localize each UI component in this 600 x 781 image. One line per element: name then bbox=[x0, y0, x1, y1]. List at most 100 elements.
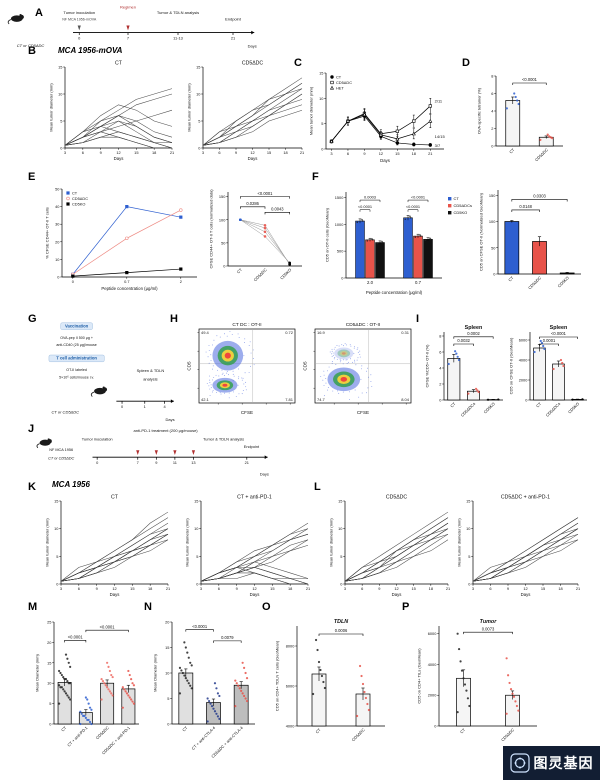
svg-text:10: 10 bbox=[54, 526, 59, 531]
svg-text:NF MCA 1956: NF MCA 1956 bbox=[49, 448, 73, 452]
panel-label-b: B bbox=[28, 45, 36, 57]
svg-text:CT: CT bbox=[459, 727, 467, 735]
svg-text:CD5ΔDC: CD5ΔDC bbox=[336, 80, 352, 85]
svg-text:CT + anti-PD-1: CT + anti-PD-1 bbox=[66, 725, 89, 748]
svg-text:15: 15 bbox=[412, 586, 416, 591]
svg-text:42.1: 42.1 bbox=[201, 397, 210, 402]
panel-label-a: A bbox=[35, 7, 43, 19]
svg-text:4: 4 bbox=[439, 366, 442, 371]
chart-k-ct-spider: 0 5 10 15 3 6 9 12 15 18 21 Days Mean tumor diameter… bbox=[44, 492, 172, 598]
svg-text:6000: 6000 bbox=[519, 338, 528, 343]
svg-text:<0.0001: <0.0001 bbox=[522, 77, 538, 82]
svg-text:CT: CT bbox=[314, 727, 322, 735]
svg-text:9: 9 bbox=[100, 150, 102, 155]
svg-text:4: 4 bbox=[164, 404, 167, 409]
svg-text:CD5ΔDC + anti-CTLA-4: CD5ΔDC + anti-CTLA-4 bbox=[210, 725, 244, 759]
svg-text:CFSE: CFSE bbox=[357, 410, 369, 415]
svg-text:CT: CT bbox=[507, 275, 515, 283]
svg-text:CT: CT bbox=[508, 147, 516, 155]
svg-text:21: 21 bbox=[576, 586, 580, 591]
svg-text:CD5 on OT-II cells (GeoMean): CD5 on OT-II cells (GeoMean) bbox=[325, 207, 330, 262]
svg-text:CD5ΔDCs: CD5ΔDCs bbox=[460, 401, 477, 418]
svg-text:Days: Days bbox=[521, 592, 531, 597]
N-svg: 0 5 10 15 20 Mean Diameter (mm) CT CT + anti-CT… bbox=[153, 620, 255, 759]
svg-text:100: 100 bbox=[489, 219, 496, 224]
svg-text:7.81: 7.81 bbox=[285, 397, 294, 402]
svg-text:8: 8 bbox=[491, 74, 493, 79]
svg-text:50: 50 bbox=[55, 187, 60, 192]
H2-svg: CD5ΔDC : OT-II CFSE CD5 16.9 0.31 74.7 8.04 bbox=[303, 322, 412, 415]
svg-text:15: 15 bbox=[319, 71, 323, 76]
svg-text:CT + anti-PD-1: CT + anti-PD-1 bbox=[237, 495, 272, 501]
svg-text:15: 15 bbox=[130, 586, 134, 591]
svg-text:2000: 2000 bbox=[519, 378, 528, 383]
panel-label-c: C bbox=[294, 57, 302, 69]
svg-text:0.7: 0.7 bbox=[124, 279, 129, 284]
chart-h-flow-ct: CT DC : OT-II CFSE CD5 49.4 0.72 42.1 7.81 bbox=[186, 320, 298, 416]
chart-k-ct-antipd1-spider: 0 5 10 15 3 6 9 12 15 18 21 Days Mean tumor diameter… bbox=[184, 492, 312, 598]
panel-j-schematic: 0 7 9 11 13 21 anti-PD-1 treatment (200 μg/mou… bbox=[36, 426, 270, 478]
L1-svg: 0 5 10 15 3 6 9 12 15 18 21 Days Mean tumor diameter… bbox=[329, 495, 451, 598]
svg-text:% CFSE CD44+ OT-II T cells: % CFSE CD44+ OT-II T cells bbox=[45, 207, 50, 259]
svg-text:0.72: 0.72 bbox=[285, 330, 294, 335]
panel-label-j: J bbox=[28, 423, 35, 435]
svg-text:2/11: 2/11 bbox=[435, 98, 443, 103]
svg-text:6: 6 bbox=[439, 350, 441, 355]
svg-text:21: 21 bbox=[245, 460, 249, 465]
svg-text:CD5KO: CD5KO bbox=[557, 275, 570, 288]
svg-text:3/7: 3/7 bbox=[435, 143, 441, 148]
svg-text:11: 11 bbox=[173, 460, 177, 465]
svg-text:7: 7 bbox=[137, 460, 139, 465]
svg-text:11-13: 11-13 bbox=[173, 36, 183, 41]
svg-text:Days: Days bbox=[392, 592, 402, 597]
svg-text:0: 0 bbox=[72, 279, 75, 284]
panel-label-e: E bbox=[28, 171, 36, 183]
svg-text:5: 5 bbox=[167, 696, 169, 701]
svg-text:2: 2 bbox=[491, 126, 493, 131]
svg-text:8000: 8000 bbox=[286, 644, 295, 649]
O-svg: 4000 6000 8000 CD5 on CD4+ TDLN T cells (Ge… bbox=[275, 619, 385, 742]
svg-text:25: 25 bbox=[47, 620, 51, 625]
svg-text:18: 18 bbox=[283, 150, 287, 155]
svg-text:0.0073: 0.0073 bbox=[482, 626, 495, 631]
svg-text:5: 5 bbox=[60, 119, 62, 124]
chart-o-tdln-bar: 4000 6000 8000 CD5 on CD4+ TDLN T cells (Ge… bbox=[274, 612, 388, 746]
svg-text:CD5KO: CD5KO bbox=[72, 201, 85, 206]
svg-text:CFSE %CD5+ OT-II (%): CFSE %CD5+ OT-II (%) bbox=[425, 344, 430, 388]
svg-text:6: 6 bbox=[218, 586, 220, 591]
svg-text:0: 0 bbox=[57, 275, 60, 280]
chart-e-paired: 0 50 100 150 CFSE CD44+ OT-II T cells (norma… bbox=[208, 180, 306, 292]
svg-text:0.0001: 0.0001 bbox=[543, 338, 556, 343]
svg-text:0: 0 bbox=[340, 582, 343, 587]
svg-text:16.9: 16.9 bbox=[317, 330, 326, 335]
svg-text:Peptide concentration (μg/ml): Peptide concentration (μg/ml) bbox=[101, 286, 158, 291]
svg-text:9: 9 bbox=[235, 150, 237, 155]
svg-text:21: 21 bbox=[306, 586, 310, 591]
svg-text:Days: Days bbox=[380, 158, 390, 163]
svg-text:15: 15 bbox=[267, 150, 271, 155]
watermark-logo-icon bbox=[509, 753, 530, 773]
svg-text:3: 3 bbox=[200, 586, 202, 591]
svg-text:150: 150 bbox=[489, 193, 496, 198]
svg-text:0: 0 bbox=[121, 404, 124, 409]
svg-text:OVA-pep II 500 μg +: OVA-pep II 500 μg + bbox=[60, 336, 93, 340]
svg-text:<0.0001: <0.0001 bbox=[100, 624, 116, 629]
svg-text:Days: Days bbox=[260, 471, 269, 476]
svg-text:10: 10 bbox=[165, 671, 170, 676]
svg-text:CD5KO: CD5KO bbox=[483, 401, 496, 414]
svg-text:12: 12 bbox=[523, 586, 527, 591]
svg-text:9: 9 bbox=[155, 460, 157, 465]
svg-text:CT: CT bbox=[181, 725, 189, 733]
svg-text:T cell administration: T cell administration bbox=[56, 356, 97, 361]
svg-text:CT: CT bbox=[115, 61, 123, 67]
svg-text:CD5KO: CD5KO bbox=[567, 401, 580, 414]
svg-text:50: 50 bbox=[221, 240, 226, 245]
svg-text:15: 15 bbox=[134, 150, 138, 155]
svg-text:10: 10 bbox=[466, 526, 471, 531]
chart-f-normalized-bar: 0 50 100 150 CD5 on CFSE OT-II (Normalized G… bbox=[478, 178, 584, 296]
C-svg: 0 5 10 15 3 6 9 12 15 18 21 Days Mean tumor diameter… bbox=[309, 71, 446, 164]
svg-text:CD5ΔDC: CD5ΔDC bbox=[253, 267, 268, 282]
svg-text:0: 0 bbox=[341, 276, 344, 281]
H1-svg: CT DC : OT-II CFSE CD5 49.4 0.72 42.1 7.81 bbox=[187, 322, 296, 415]
